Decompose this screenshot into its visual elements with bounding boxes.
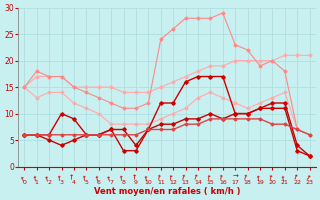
Text: →: → bbox=[83, 173, 90, 180]
Text: →: → bbox=[58, 173, 65, 180]
Text: →: → bbox=[182, 173, 189, 181]
Text: →: → bbox=[33, 173, 40, 180]
Text: →: → bbox=[108, 173, 115, 181]
Text: →: → bbox=[281, 173, 288, 180]
Text: →: → bbox=[170, 173, 176, 180]
Text: →: → bbox=[232, 173, 238, 180]
Text: →: → bbox=[306, 173, 314, 182]
Text: →: → bbox=[133, 173, 139, 179]
X-axis label: Vent moyen/en rafales ( km/h ): Vent moyen/en rafales ( km/h ) bbox=[94, 187, 240, 196]
Text: →: → bbox=[194, 173, 202, 181]
Text: →: → bbox=[20, 173, 28, 181]
Text: →: → bbox=[257, 173, 263, 180]
Text: →: → bbox=[244, 173, 251, 181]
Text: →: → bbox=[71, 173, 77, 179]
Text: →: → bbox=[269, 173, 276, 180]
Text: →: → bbox=[207, 173, 214, 180]
Text: →: → bbox=[45, 173, 53, 181]
Text: →: → bbox=[293, 173, 301, 181]
Text: →: → bbox=[157, 173, 164, 180]
Text: →: → bbox=[120, 173, 127, 180]
Text: →: → bbox=[219, 173, 226, 180]
Text: →: → bbox=[145, 173, 152, 180]
Text: →: → bbox=[95, 173, 102, 180]
